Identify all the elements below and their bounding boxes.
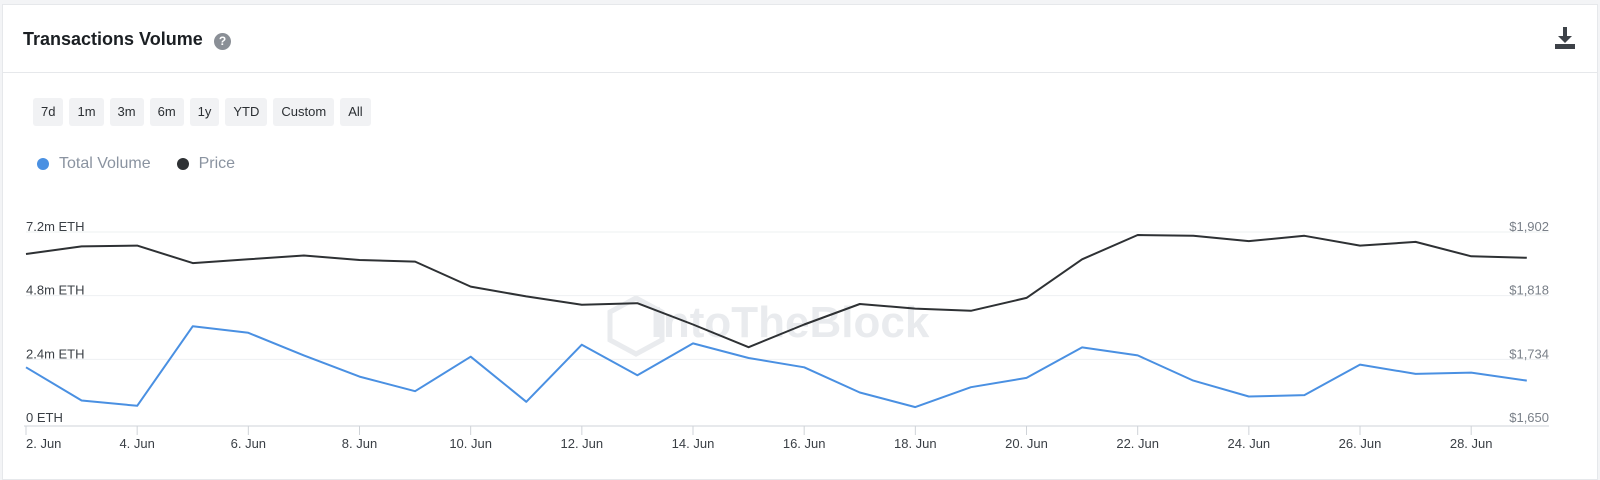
x-tick-label: 8. Jun (342, 436, 377, 451)
legend-label: Total Volume (59, 155, 151, 172)
legend-label: Price (198, 155, 236, 172)
y-left-tick-label: 7.2m ETH (26, 219, 85, 234)
legend-item-price[interactable]: Price (176, 155, 236, 173)
legend-dot (37, 158, 49, 170)
x-tick-label: 14. Jun (672, 436, 715, 451)
x-tick-label: 16. Jun (783, 436, 826, 451)
y-right-tick-label: $1,650 (1509, 410, 1549, 425)
x-tick-label: 22. Jun (1116, 436, 1159, 451)
range-button-7d[interactable]: 7d (33, 98, 64, 126)
series-line-total-volume[interactable] (25, 325, 1527, 409)
x-tick-label: 20. Jun (1005, 436, 1048, 451)
download-icon[interactable] (1553, 25, 1577, 51)
legend-item-total-volume[interactable]: Total Volume (37, 155, 151, 173)
range-button-1m[interactable]: 1m (69, 98, 104, 126)
range-button-custom[interactable]: Custom (273, 98, 335, 126)
y-right-tick-label: $1,818 (1509, 283, 1549, 298)
y-right-tick-label: $1,902 (1509, 219, 1549, 234)
x-tick-label: 2. Jun (26, 436, 61, 451)
card-header: Transactions Volume ? (3, 5, 1597, 73)
x-tick-label: 18. Jun (894, 436, 937, 451)
x-tick-label: 6. Jun (231, 436, 266, 451)
x-tick-label: 4. Jun (119, 436, 154, 451)
y-left-tick-label: 0 ETH (26, 410, 63, 425)
help-icon[interactable]: ? (214, 33, 231, 50)
page-title: Transactions Volume (23, 29, 203, 49)
chart-card: Transactions Volume ? 7d 1m 3m 6m 1y YTD Custo… (2, 4, 1598, 480)
y-left-tick-label: 2.4m ETH (26, 346, 85, 361)
range-button-1y[interactable]: 1y (189, 98, 220, 126)
x-tick-label: 26. Jun (1339, 436, 1382, 451)
range-selector: 7d 1m 3m 6m 1y YTD Custom All (33, 98, 371, 126)
legend: Total Volume Price (37, 155, 235, 173)
legend-dot (176, 158, 189, 170)
range-button-ytd[interactable]: YTD (225, 98, 268, 126)
y-right-tick-label: $1,734 (1509, 346, 1549, 361)
range-button-6m[interactable]: 6m (149, 98, 184, 126)
x-tick-label: 24. Jun (1228, 436, 1271, 451)
series-line-price[interactable] (25, 234, 1527, 349)
x-tick-label: 12. Jun (561, 436, 604, 451)
x-tick-label: 10. Jun (449, 436, 492, 451)
y-left-tick-label: 4.8m ETH (26, 283, 85, 298)
range-button-all[interactable]: All (340, 98, 371, 126)
x-tick-label: 28. Jun (1450, 436, 1493, 451)
range-button-3m[interactable]: 3m (109, 98, 144, 126)
